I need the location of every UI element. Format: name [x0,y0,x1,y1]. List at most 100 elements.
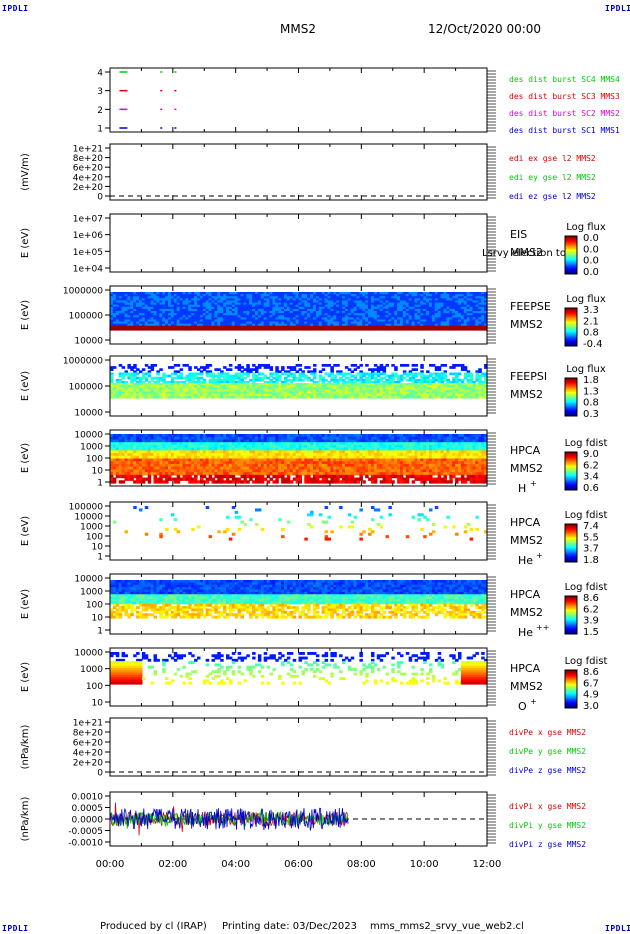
heatmap-cell [173,319,178,323]
heatmap-cell [402,292,407,295]
heatmap-cell [202,323,207,327]
heatmap-cell [333,315,337,318]
heatmap-cell [388,319,392,323]
heatmap-cell [228,300,233,304]
heatmap-cell [179,374,184,378]
heatmap-cell [333,311,337,314]
heatmap-cell [304,300,308,304]
heatmap-cell [356,308,360,312]
heatmap-cell [141,298,146,302]
heatmap-cell [408,311,413,314]
heatmap-cell [199,370,204,374]
heatmap-cell [168,466,172,470]
heatmap-cell [202,480,207,484]
heatmap-cell [373,378,378,382]
heatmap-cell [460,294,465,297]
colorbar-swatch [565,389,577,392]
heatmap-cell [173,298,178,302]
heatmap-cell [385,381,389,384]
heatmap-cell [368,304,372,308]
heatmap-cell [124,370,128,374]
heatmap-cell [141,395,146,399]
heatmap-cell [214,474,218,479]
heatmap-cell [176,477,181,481]
heatmap-cell [130,455,134,460]
heatmap-cell [365,317,369,321]
heatmap-cell [110,395,114,399]
heatmap-cell [298,372,302,376]
heatmap-cell [255,315,259,318]
heatmap-cell [118,302,123,306]
heatmap-cell [472,323,476,327]
heatmap-cell [315,385,320,388]
heatmap-cell [252,374,256,378]
heatmap-cell [304,374,308,378]
heatmap-cell [144,466,149,470]
heatmap-cell [452,366,456,369]
heatmap-cell [434,304,439,308]
heatmap-cell [376,389,381,393]
heatmap-cell [176,480,181,484]
heatmap-cell [429,315,433,318]
heatmap-cell [115,447,120,451]
heatmap-cell [417,306,421,310]
heatmap-cell [417,385,421,388]
heatmap-cell [344,391,349,395]
heatmap-cell [202,434,207,438]
heatmap-cell [110,461,114,465]
heatmap-cell [330,368,334,371]
colorbar-swatch [565,332,577,334]
heatmap-cell [124,292,128,295]
heatmap-cell [356,292,360,295]
heatmap-cell [208,311,213,314]
heatmap-cell [481,311,485,314]
heatmap-cell [333,317,337,321]
heatmap-cell [304,292,308,295]
heatmap-cell [263,383,268,386]
heatmap-cell [260,323,265,327]
heatmap-cell [150,378,155,382]
heatmap-cell [376,311,381,314]
heatmap-cell [214,442,218,446]
heatmap-cell [141,313,146,316]
y-tick-label: 1e+05 [73,248,103,258]
heatmap-cell [136,302,140,306]
heatmap-cell [139,450,143,454]
heatmap-cell [255,292,259,295]
heatmap-cell [194,434,198,438]
heatmap-cell [373,317,378,321]
heatmap-cell [188,434,192,438]
heatmap-cell [278,370,282,374]
heatmap-cell [170,308,175,312]
heatmap-cell [394,313,398,316]
heatmap-cell [310,391,314,395]
heatmap-cell [402,304,407,308]
heatmap-cell [420,370,424,374]
heatmap-cell [289,321,294,325]
heatmap-cell [429,381,433,384]
y-tick-label: 10000 [74,337,103,347]
heatmap-cell [440,321,445,325]
heatmap-cell [188,439,192,443]
heatmap-cell [373,385,378,388]
heatmap-cell [356,311,360,314]
heatmap-cell [118,313,123,316]
heatmap-cell [211,393,215,397]
heatmap-cell [382,381,387,384]
heatmap-cell [150,458,155,462]
heatmap-cell [153,321,157,325]
heatmap-cell [205,461,210,465]
heatmap-cell [275,302,279,306]
heatmap-cell [217,381,221,384]
heatmap-cell [199,395,204,399]
heatmap-cell [118,364,123,367]
heatmap-cell [156,480,160,484]
heatmap-cell [139,463,143,468]
heatmap-cell [130,447,134,451]
heatmap-cell [214,327,218,331]
heatmap-cell [353,368,358,371]
heatmap-cell [397,376,401,380]
heatmap-cell [423,391,427,395]
heatmap-cell [463,292,468,295]
heatmap-cell [414,294,418,297]
